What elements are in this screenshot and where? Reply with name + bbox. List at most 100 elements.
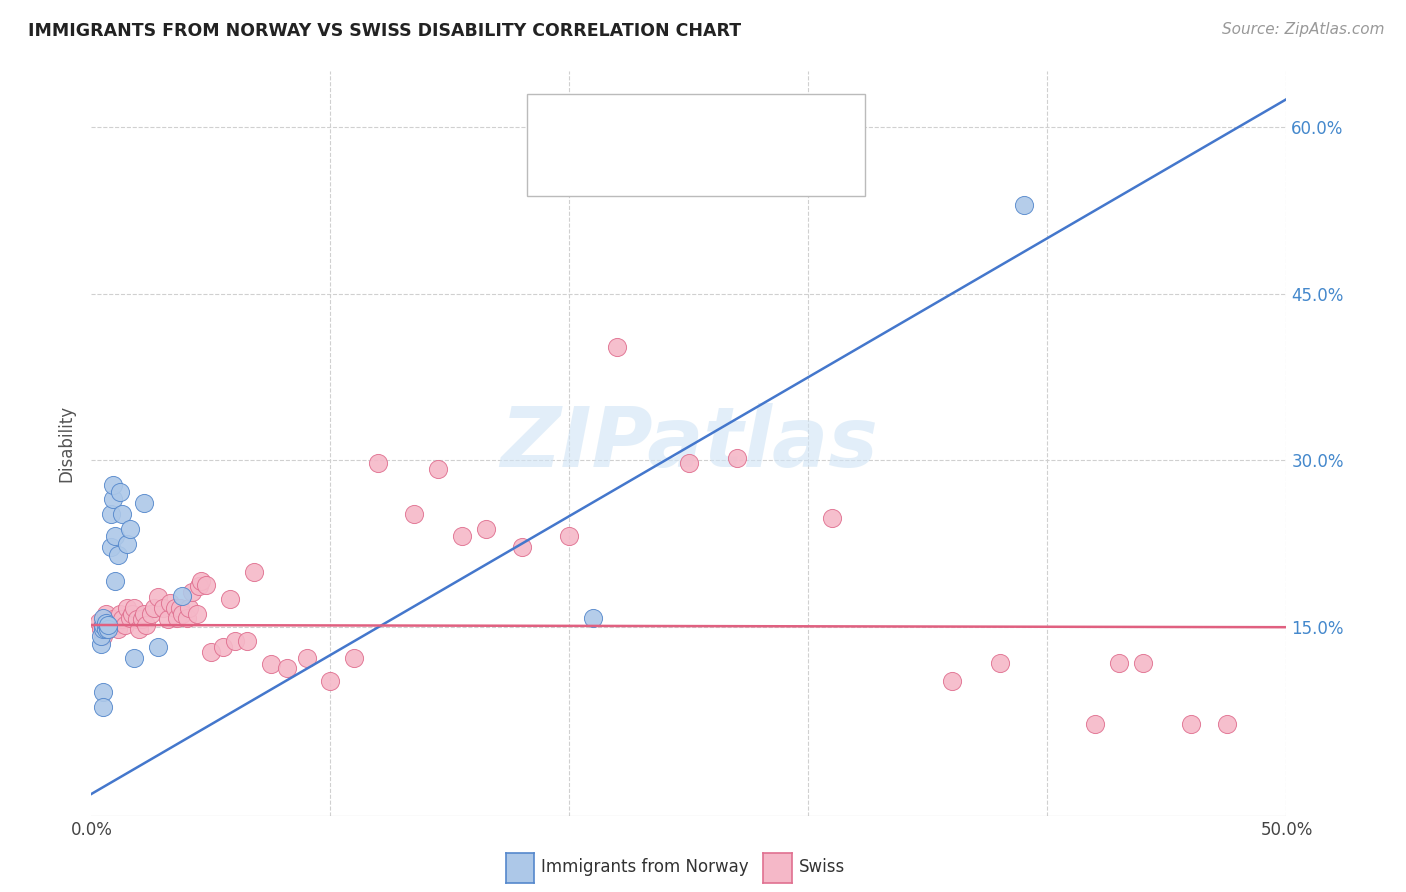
Point (474, 522, 498, 536)
Point (343, 651, 366, 665)
Point (115, 537, 138, 551)
Text: N = 69: N = 69 (710, 169, 778, 186)
Point (118, 611, 141, 625)
Point (180, 584, 202, 599)
Point (101, 612, 124, 626)
Point (172, 589, 194, 603)
Point (678, 456, 700, 470)
Point (156, 612, 179, 626)
Point (510, 540, 533, 554)
Text: R =: R = (581, 120, 619, 138)
Point (124, 601, 146, 615)
Point (115, 601, 138, 615)
Point (97, 623, 120, 637)
Point (1180, 717, 1202, 731)
Point (94, 623, 117, 637)
Point (90, 623, 112, 637)
Text: Swiss: Swiss (799, 858, 845, 876)
Point (152, 601, 174, 615)
Point (179, 601, 201, 615)
Point (219, 592, 242, 607)
Point (211, 640, 233, 655)
Point (186, 607, 208, 621)
Point (125, 612, 148, 626)
Point (100, 540, 122, 554)
Text: 0.782: 0.782 (634, 120, 692, 138)
Point (93, 611, 114, 625)
Point (131, 612, 153, 626)
Point (235, 633, 259, 648)
Point (132, 607, 155, 621)
Point (93, 618, 114, 632)
Point (1108, 656, 1130, 670)
Text: Source: ZipAtlas.com: Source: ZipAtlas.com (1222, 22, 1385, 37)
Point (558, 529, 581, 543)
Point (87, 615, 110, 629)
Point (426, 462, 449, 476)
Point (142, 601, 165, 615)
Point (108, 607, 131, 621)
Point (93, 618, 114, 632)
Point (821, 511, 844, 525)
Point (1132, 656, 1154, 670)
Point (941, 673, 963, 688)
Point (163, 601, 186, 615)
Point (104, 574, 127, 588)
Point (190, 574, 212, 588)
Point (114, 618, 136, 632)
Point (148, 590, 170, 604)
Point (132, 496, 155, 510)
Point (172, 607, 194, 621)
Point (169, 601, 191, 615)
Text: N = 28: N = 28 (710, 120, 778, 138)
Text: R =: R = (581, 169, 613, 186)
Point (101, 478, 124, 492)
Point (1215, 717, 1237, 731)
Point (243, 565, 266, 579)
Point (100, 507, 122, 521)
Point (124, 651, 146, 665)
Point (93, 684, 114, 698)
Point (90, 637, 112, 651)
Point (582, 611, 605, 625)
Point (404, 507, 426, 521)
Point (90, 629, 112, 643)
Text: IMMIGRANTS FROM NORWAY VS SWISS DISABILITY CORRELATION CHART: IMMIGRANTS FROM NORWAY VS SWISS DISABILI… (28, 22, 741, 40)
Point (224, 633, 246, 648)
Point (606, 340, 628, 354)
Point (1012, 198, 1035, 212)
Text: -0.003: -0.003 (627, 169, 692, 186)
Point (159, 596, 181, 610)
Point (200, 645, 222, 659)
Point (367, 456, 389, 470)
Point (148, 640, 170, 655)
Point (135, 618, 157, 632)
Point (1084, 717, 1107, 731)
Point (94, 615, 117, 630)
Point (111, 612, 134, 626)
Point (121, 607, 143, 621)
Point (166, 611, 188, 625)
Text: Immigrants from Norway: Immigrants from Norway (541, 858, 749, 876)
Point (450, 529, 472, 543)
Y-axis label: Disability: Disability (58, 405, 76, 483)
Point (128, 623, 150, 637)
Point (187, 579, 211, 593)
Point (108, 484, 131, 499)
Point (97, 618, 120, 632)
Point (319, 673, 342, 688)
Point (141, 607, 162, 621)
Point (97, 623, 120, 637)
Point (104, 529, 127, 543)
Point (176, 611, 198, 625)
Point (100, 618, 122, 632)
Point (93, 700, 114, 714)
Point (104, 618, 127, 632)
Point (101, 492, 124, 507)
Point (195, 578, 218, 592)
Point (725, 451, 748, 466)
Point (276, 661, 298, 675)
Text: ZIPatlas: ZIPatlas (501, 403, 877, 484)
Point (93, 623, 114, 637)
Point (93, 629, 114, 643)
